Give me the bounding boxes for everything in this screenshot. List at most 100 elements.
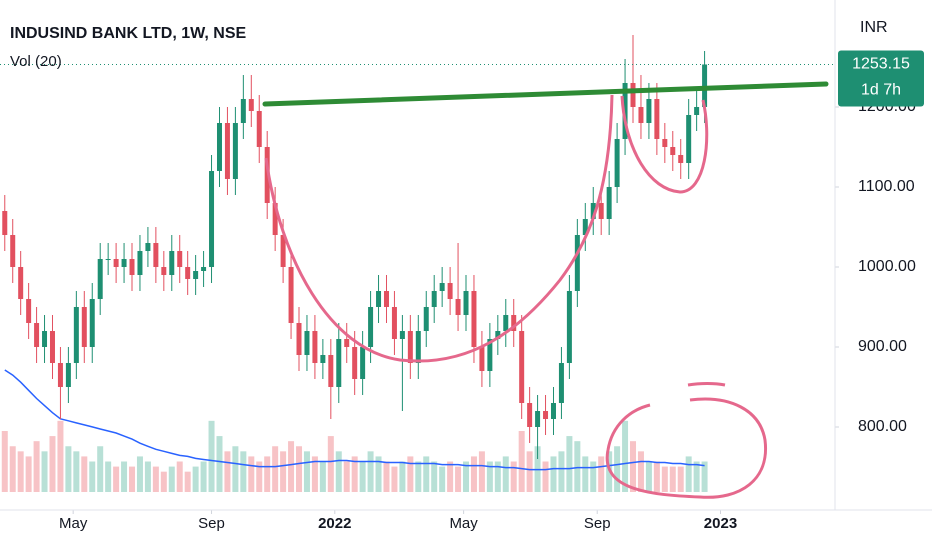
- price-tag: [838, 50, 924, 107]
- y-tick-label: 1100.00: [858, 178, 915, 195]
- candle-body: [34, 323, 40, 347]
- candle-body: [129, 259, 135, 275]
- candle-body: [598, 203, 604, 219]
- volume-bar: [113, 466, 120, 492]
- volume-bar: [136, 456, 143, 492]
- candle-body: [487, 339, 493, 371]
- volume-bar: [502, 456, 509, 492]
- candle-body: [431, 291, 437, 307]
- volume-bar: [455, 466, 462, 492]
- candle-body: [272, 203, 278, 235]
- candle-body: [153, 243, 159, 267]
- candle-body: [558, 363, 564, 403]
- volume-bar: [73, 451, 80, 492]
- volume-bar: [614, 446, 621, 492]
- volume-bar: [272, 446, 279, 492]
- countdown: 1d 7h: [861, 82, 901, 99]
- candle-body: [574, 235, 580, 291]
- volume-bar: [176, 461, 183, 492]
- volume-bar: [280, 451, 287, 492]
- volume-bar: [49, 436, 56, 492]
- candle-body: [455, 299, 461, 315]
- volume-bar: [57, 420, 64, 492]
- volume-bar: [661, 466, 668, 492]
- candle-body: [288, 267, 294, 323]
- candle-body: [169, 251, 175, 275]
- volume-bar: [319, 461, 326, 492]
- candle-body: [646, 99, 652, 123]
- volume-bar: [582, 456, 589, 492]
- volume-bar: [25, 456, 32, 492]
- volume-circle: [605, 397, 768, 499]
- candle-body: [423, 307, 429, 331]
- cup-drawing: [264, 94, 614, 363]
- volume-bar: [478, 451, 485, 492]
- candle-body: [18, 267, 24, 299]
- candle-body: [177, 251, 183, 267]
- volume-bar: [598, 456, 605, 492]
- candle-body: [614, 139, 620, 187]
- volume-bar: [97, 446, 104, 492]
- candle-body: [638, 107, 644, 123]
- candle-body: [654, 99, 660, 139]
- volume-bar: [65, 446, 72, 492]
- candle-body: [566, 291, 572, 363]
- candle-body: [503, 315, 509, 331]
- candle-body: [10, 235, 16, 267]
- candle-body: [105, 259, 111, 260]
- volume-bar: [256, 461, 263, 492]
- volume-bar: [168, 466, 175, 492]
- candle-body: [662, 139, 668, 147]
- volume-bar: [160, 471, 167, 492]
- chart-title: INDUSIND BANK LTD, 1W, NSE: [10, 25, 246, 42]
- volume-bar: [550, 456, 557, 492]
- candle-body: [352, 347, 358, 379]
- volume-bar: [574, 441, 581, 492]
- candle-body: [590, 203, 596, 219]
- volume-label: Vol (20): [10, 53, 62, 70]
- candle-body: [193, 271, 199, 279]
- candle-body: [209, 171, 215, 267]
- volume-bar: [240, 451, 247, 492]
- volume-bar: [144, 461, 151, 492]
- x-tick-label: Sep: [584, 515, 611, 532]
- volume-bar: [121, 461, 128, 492]
- volume-bar: [518, 431, 525, 492]
- volume-bar: [303, 451, 310, 492]
- candle-body: [57, 363, 63, 387]
- candle-body: [399, 331, 405, 339]
- candle-body: [368, 307, 374, 347]
- candle-body: [312, 331, 318, 363]
- volume-bar: [248, 456, 255, 492]
- volume-bar: [192, 466, 199, 492]
- candle-body: [439, 283, 445, 291]
- volume-ma-line: [4, 369, 705, 471]
- x-tick-label: 2023: [704, 515, 737, 532]
- volume-bar: [415, 461, 422, 492]
- candle-body: [296, 323, 302, 355]
- volume-bar: [693, 461, 700, 492]
- volume-bar: [200, 461, 207, 492]
- candle-body: [328, 355, 334, 387]
- volume-bar: [701, 461, 708, 492]
- volume-bar: [327, 436, 334, 492]
- candle-body: [471, 291, 477, 347]
- candle-body: [407, 331, 413, 363]
- candle-body: [606, 187, 612, 219]
- candle-body: [248, 99, 254, 111]
- volume-bar: [1, 431, 8, 492]
- volume-bar: [677, 466, 684, 492]
- volume-bar: [486, 461, 493, 492]
- volume-bar: [216, 436, 223, 492]
- candle-body: [527, 403, 533, 427]
- candle-body: [121, 259, 127, 267]
- volume-bar: [526, 451, 533, 492]
- volume-bar: [81, 456, 88, 492]
- volume-bar: [622, 420, 629, 492]
- volume-bar: [439, 466, 446, 492]
- candle-body: [344, 339, 350, 347]
- volume-bar: [208, 420, 215, 492]
- volume-bar: [41, 451, 48, 492]
- price-tag-value: 1253.15: [852, 56, 910, 73]
